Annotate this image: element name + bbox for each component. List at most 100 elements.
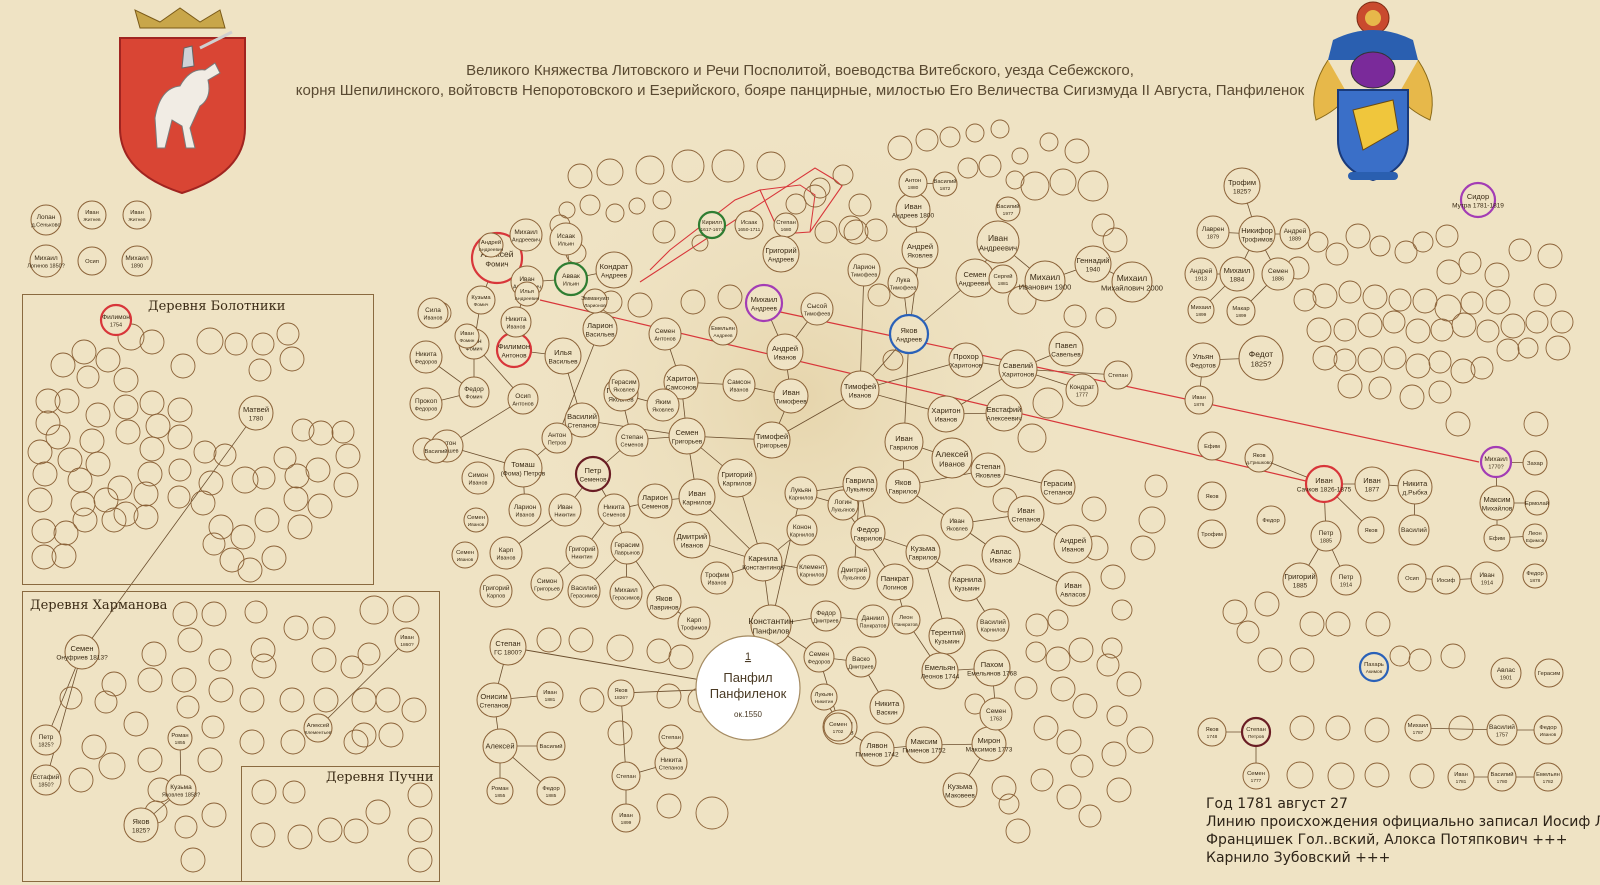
person-node[interactable]: Василий Карнилов: [976, 608, 1010, 642]
person-node[interactable]: Иван Сачков 1826-1875: [1297, 464, 1352, 504]
person-node[interactable]: Ларион Тимофеев: [847, 253, 881, 287]
person-node[interactable]: Иван Карнилов: [678, 478, 716, 516]
person-node[interactable]: Василий: [423, 438, 449, 464]
person-node[interactable]: Павел Савельев: [1048, 331, 1084, 367]
person-node[interactable]: Кузьма Яковлев 1858?: [162, 774, 200, 806]
person-node[interactable]: Василий: [1398, 514, 1430, 546]
person-node[interactable]: Кузьма Гаврилов: [905, 534, 941, 570]
person-node[interactable]: Лаврен 1879: [1196, 215, 1230, 249]
person-node[interactable]: Мирон Максимов 1773: [966, 726, 1013, 762]
person-node[interactable]: Григорий Карпов: [479, 574, 513, 608]
person-node[interactable]: Григорий Карпилов: [717, 458, 757, 498]
person-node[interactable]: Степан ГС 1800?: [489, 628, 527, 666]
person-node[interactable]: Яков Андреев: [888, 313, 930, 355]
person-node[interactable]: Василий Герасимов: [567, 574, 601, 608]
person-node[interactable]: Степан: [611, 761, 641, 791]
person-node[interactable]: Григорий 1885: [1282, 562, 1318, 598]
person-node[interactable]: Пахом Емельянов 1768: [967, 649, 1017, 687]
person-node[interactable]: Естафий 1850?: [30, 764, 62, 796]
person-node[interactable]: Осип: [77, 246, 107, 276]
person-node[interactable]: Трофим 1825?: [1223, 167, 1261, 205]
person-node[interactable]: Герасим Лаврынов: [610, 531, 644, 565]
person-node[interactable]: Андрей Иванов: [1053, 524, 1093, 564]
person-node[interactable]: Симон Иванов: [461, 461, 495, 495]
person-node[interactable]: Онисим Степанов: [476, 682, 512, 718]
person-node[interactable]: Иван Яковлев: [940, 507, 974, 541]
person-node[interactable]: Клемент Карнилов: [796, 554, 828, 586]
person-node[interactable]: Степан: [658, 724, 684, 750]
person-node[interactable]: Василий: [536, 731, 566, 761]
person-node[interactable]: Ларион Васильев: [582, 311, 618, 347]
person-node[interactable]: Ларион Семенов: [637, 483, 673, 519]
person-node[interactable]: Иван Авласов: [1055, 571, 1091, 607]
person-node[interactable]: Томаш (Фома) Петров: [501, 448, 546, 488]
person-node[interactable]: Симон Григорьев: [530, 567, 564, 601]
person-node[interactable]: Петр 1825?: [30, 724, 62, 756]
person-node[interactable]: Семен Григорьев: [668, 417, 706, 455]
person-node[interactable]: Кузьма Маковеев: [942, 772, 978, 808]
person-node[interactable]: Лопан д.Сеньково: [30, 204, 62, 236]
person-node[interactable]: Гаврила Лукьянов: [842, 466, 878, 502]
person-node[interactable]: Никита Семенов: [597, 493, 631, 527]
person-node[interactable]: Семен Федоров: [803, 641, 835, 673]
person-node[interactable]: Трофим: [1197, 519, 1227, 549]
person-node[interactable]: Аввак Ильин: [553, 261, 589, 297]
person-node[interactable]: Тимофей Иванов: [840, 370, 880, 410]
person-node[interactable]: Евстафий Алексеевич: [985, 394, 1023, 432]
person-node[interactable]: Михаил 1770?: [1479, 445, 1513, 479]
person-node[interactable]: Яков 1825?: [123, 807, 159, 843]
person-node[interactable]: Ларион Иванов: [508, 493, 542, 527]
person-node[interactable]: Захар: [1522, 450, 1548, 476]
person-node[interactable]: Панкрат Логинов: [876, 563, 914, 601]
person-node[interactable]: Кондрат Андреев: [595, 251, 633, 289]
person-node[interactable]: Яков: [1357, 516, 1385, 544]
person-node[interactable]: Яков Лавринов: [646, 584, 682, 620]
person-node[interactable]: Осип: [1397, 563, 1427, 593]
person-node[interactable]: Семен Антонов: [648, 317, 682, 351]
person-node[interactable]: Осип Антонов: [507, 383, 539, 415]
person-node[interactable]: Семен Онуфриев 1813?: [56, 634, 108, 670]
person-node[interactable]: Федор Дмитриев: [810, 600, 842, 632]
person-node[interactable]: Авлас Иванов: [981, 535, 1021, 575]
person-node[interactable]: Иван Тимофеев: [773, 378, 809, 414]
person-node[interactable]: Михаил Андреев: [744, 283, 784, 323]
person-node[interactable]: Прохор Харитонов: [948, 342, 984, 378]
person-node[interactable]: Карнила Кузьмин: [948, 564, 986, 602]
person-node[interactable]: Емельян Леонов 1744: [921, 652, 960, 690]
person-node[interactable]: Герасим Яковлев: [608, 369, 640, 401]
person-node[interactable]: Иван 1877: [1354, 466, 1390, 502]
person-node[interactable]: Василий Степанов: [564, 402, 600, 438]
person-node[interactable]: Карнила Константинов: [742, 542, 784, 582]
person-node[interactable]: Дмитрий Иванов: [673, 521, 711, 559]
person-node[interactable]: Харитон Иванов: [927, 395, 965, 433]
person-node[interactable]: Яков: [1197, 481, 1227, 511]
person-node[interactable]: Лука Тимофеев: [887, 267, 919, 299]
person-node[interactable]: Герасим Степанов: [1040, 469, 1076, 505]
person-node[interactable]: Ермолай: [1524, 490, 1550, 516]
person-node[interactable]: Максим Пименов 1752: [902, 726, 946, 764]
person-node[interactable]: Дмитрий Лукьянов: [837, 556, 871, 590]
person-node[interactable]: Иван Гаврилов: [884, 422, 924, 462]
person-node[interactable]: Терентий Кузьмин: [928, 617, 966, 655]
person-node[interactable]: Никита Степанов: [654, 746, 688, 780]
person-node[interactable]: Иван Андреев 1800: [892, 192, 935, 228]
